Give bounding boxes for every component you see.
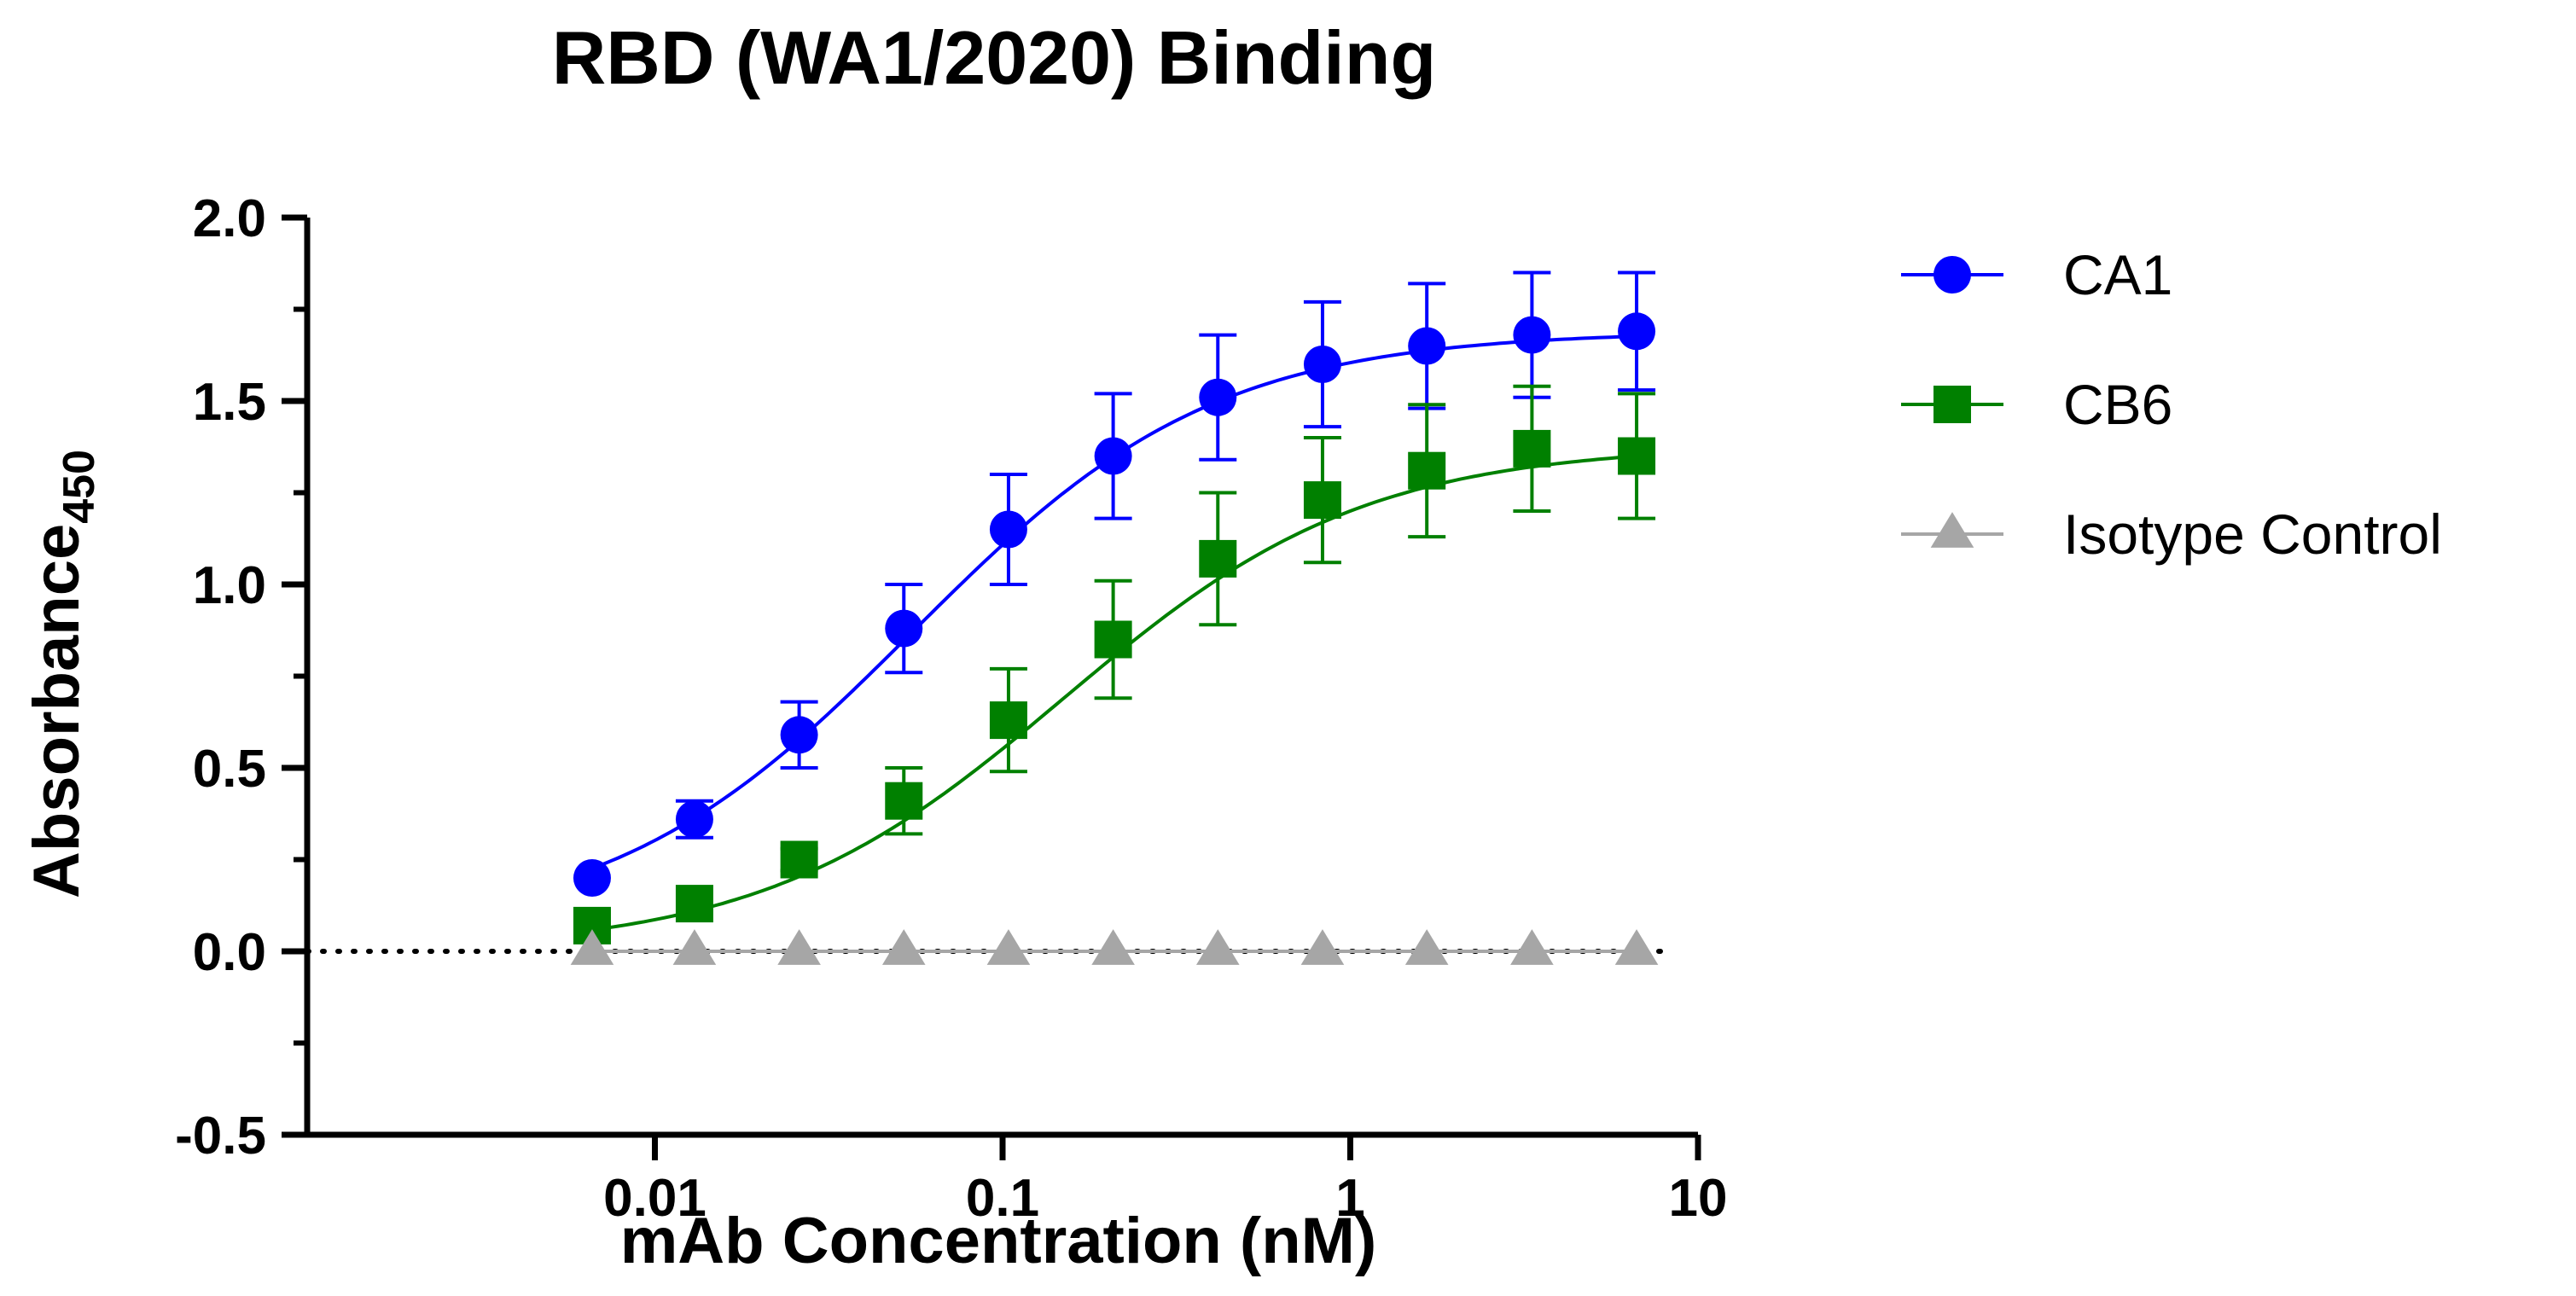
data-point-cb6 — [1094, 620, 1132, 659]
data-point-isotype-control — [1510, 929, 1554, 965]
x-tick-label: 1 — [1335, 1169, 1364, 1228]
chart-title: RBD (WA1/2020) Binding — [552, 15, 1437, 100]
data-point-isotype-control — [1091, 929, 1135, 965]
data-point-ca1 — [989, 510, 1027, 549]
legend-marker-isotype-control — [1930, 512, 1974, 548]
y-axis-title-main: Absorbance — [20, 524, 93, 898]
data-point-cb6 — [1303, 481, 1341, 520]
data-point-ca1 — [1513, 316, 1551, 354]
y-tick-label: 1.0 — [193, 556, 266, 615]
data-point-isotype-control — [1195, 929, 1240, 965]
axes: -0.5 0.0 0.5 1.0 1.5 2.0 0.01 0.1 1 10 — [175, 189, 1727, 1228]
data-point-isotype-control — [986, 929, 1031, 965]
data-point-ca1 — [1303, 346, 1341, 383]
plot-area — [305, 270, 1675, 965]
y-tick-label: 1.5 — [193, 373, 266, 432]
data-point-cb6 — [885, 782, 923, 820]
legend-label-cb6: CB6 — [2063, 373, 2172, 436]
legend-marker-ca1 — [1933, 256, 1971, 293]
data-point-isotype-control — [1404, 929, 1449, 965]
y-tick-label: -0.5 — [175, 1107, 266, 1165]
data-point-cb6 — [989, 701, 1027, 740]
x-tick-label: 0.01 — [603, 1169, 707, 1228]
legend-marker-cb6 — [1933, 386, 1971, 423]
data-point-ca1 — [573, 859, 611, 897]
y-tick-label: 2.0 — [193, 189, 266, 248]
data-point-cb6 — [1408, 451, 1446, 490]
x-tick-label: 0.1 — [966, 1169, 1039, 1228]
data-point-cb6 — [1199, 539, 1237, 578]
legend: CA1 CB6 Isotype Control — [1901, 243, 2442, 566]
data-point-cb6 — [1513, 429, 1551, 468]
data-point-isotype-control — [881, 929, 926, 965]
x-axis-title: mAb Concentration (nM) — [620, 1205, 1377, 1277]
data-point-cb6 — [675, 885, 713, 923]
y-tick-label: 0.5 — [193, 740, 266, 799]
data-point-cb6 — [780, 840, 818, 879]
data-point-isotype-control — [1300, 929, 1345, 965]
y-axis-title-subscript: 450 — [55, 450, 104, 524]
data-point-ca1 — [675, 800, 713, 839]
x-tick-label: 10 — [1669, 1169, 1728, 1228]
data-point-ca1 — [1618, 312, 1656, 351]
legend-label-isotype-control: Isotype Control — [2063, 503, 2442, 566]
data-point-ca1 — [1094, 437, 1132, 475]
y-tick-label: 0.0 — [193, 923, 266, 982]
y-axis-title: Absorbance450 — [20, 450, 104, 898]
data-point-isotype-control — [672, 929, 717, 965]
legend-label-ca1: CA1 — [2063, 243, 2172, 306]
data-point-isotype-control — [1614, 929, 1659, 965]
data-point-isotype-control — [570, 929, 614, 965]
data-point-ca1 — [780, 716, 818, 754]
data-point-ca1 — [1408, 327, 1446, 365]
data-point-cb6 — [1618, 437, 1656, 475]
data-point-ca1 — [885, 609, 923, 648]
data-point-isotype-control — [777, 929, 821, 965]
data-point-ca1 — [1199, 378, 1237, 416]
